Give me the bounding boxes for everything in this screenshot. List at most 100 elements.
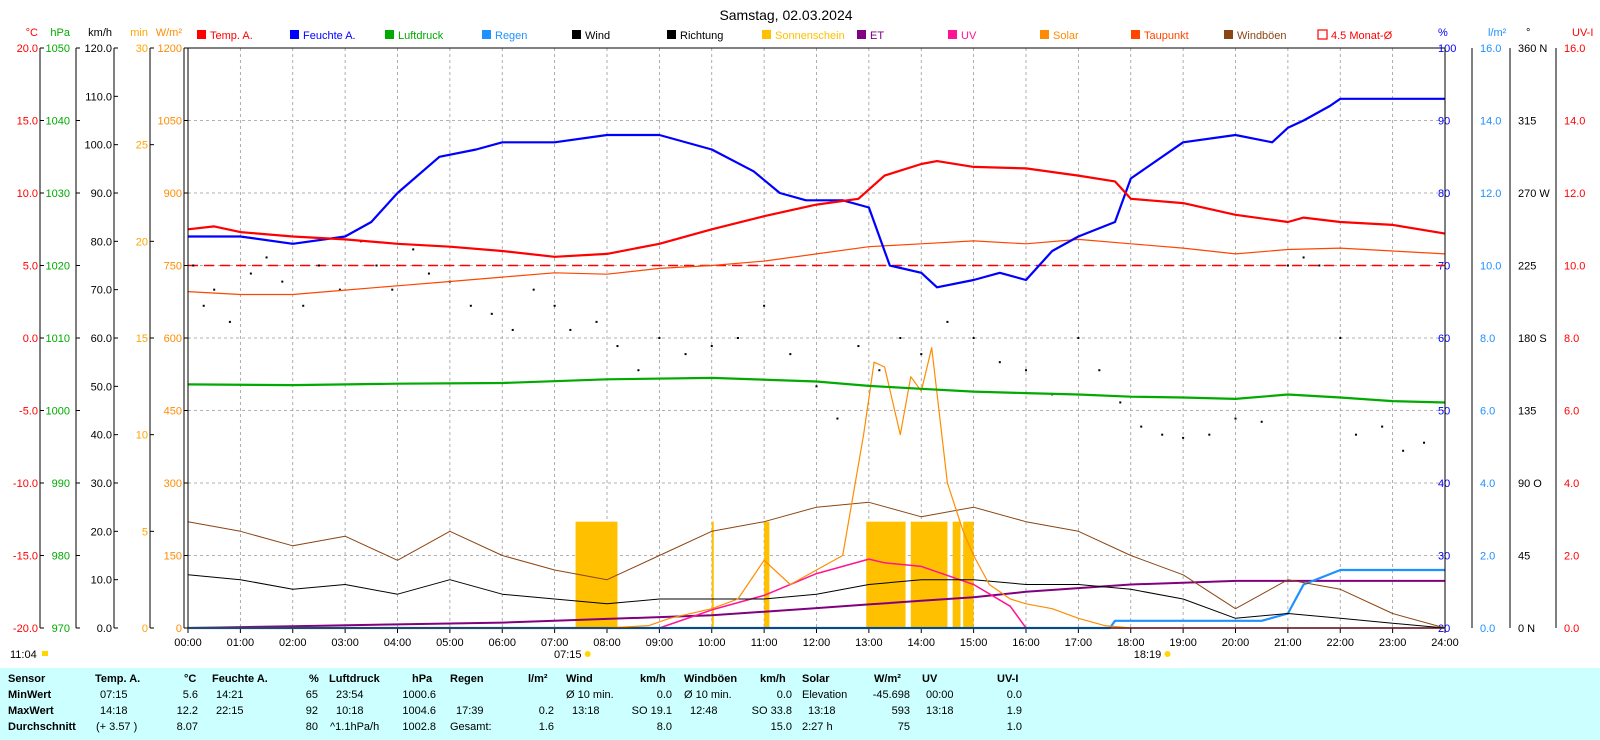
x-tick-label: 04:00 (384, 637, 412, 649)
legend-label: ET (870, 30, 884, 42)
rain-max-time: 17:39 (456, 705, 484, 717)
direction-point (1140, 425, 1143, 428)
right-axis-unit: UV-I (1572, 27, 1593, 39)
series-line-feuchte-a- (188, 97, 1445, 289)
direction-point (972, 337, 975, 339)
left-axis-tick: 900 (164, 188, 182, 200)
th-rain-unit: l/m² (528, 673, 548, 685)
series-line-et (187, 579, 1445, 629)
x-tick-label: 10:00 (698, 637, 726, 649)
right-axis-tick: 8.0 (1480, 333, 1495, 345)
rain-total-label: Gesamt: (450, 721, 492, 733)
left-axis-tick: 1050 (46, 43, 70, 55)
direction-point (736, 337, 739, 339)
left-axis-tick: 15.0 (17, 116, 38, 128)
th-uv-unit: UV-I (997, 673, 1019, 685)
legend-label: 4.5 Monat-Ø (1331, 30, 1393, 42)
legend-swatch (948, 30, 957, 39)
plot-frame (187, 47, 1446, 629)
x-tick-label: 22:00 (1326, 637, 1354, 649)
right-axis-tick: 30 (1438, 551, 1450, 563)
uv-avg: 1.0 (1006, 721, 1022, 733)
left-axis-tick: 0.0 (23, 333, 38, 345)
series-line-solar (188, 347, 1445, 629)
left-axis-tick: 20.0 (17, 43, 38, 55)
th-temp-unit: °C (184, 673, 197, 685)
right-axis-tick: 10.0 (1564, 261, 1585, 273)
left-axis-tick: 40.0 (91, 430, 112, 442)
sun-icon (584, 651, 591, 657)
press-min: 1000.6 (402, 689, 436, 701)
right-axis-unit: ° (1526, 27, 1530, 39)
direction-point (1025, 369, 1027, 372)
axes: 00:00 01:00 02:00 03:00 04:00 05:00 06:00 07:00… (10, 27, 1593, 661)
direction-point (1098, 369, 1101, 372)
direction-point (412, 248, 415, 251)
sunshine-block (952, 521, 961, 628)
right-axis-tick: 0.0 (1480, 623, 1495, 635)
direction-point (338, 288, 341, 291)
x-tick-label: 07:00 (541, 637, 569, 649)
solar-min-label: Elevation (802, 689, 848, 701)
uv-max: 1.9 (1006, 705, 1022, 717)
uv-min: 0.0 (1006, 689, 1022, 701)
direction-point (1354, 433, 1357, 436)
hum-avg: 80 (305, 721, 318, 733)
direction-point (1381, 425, 1384, 428)
press-avg-note: ^1.1hPa/h (330, 721, 380, 733)
left-axis-unit: km/h (88, 27, 112, 39)
x-tick-label: 09:00 (646, 637, 674, 649)
right-axis-tick: 80 (1438, 188, 1450, 200)
th-sensor: Sensor (8, 673, 46, 685)
now-marker (42, 651, 48, 656)
x-tick-label: 14:00 (907, 637, 935, 649)
left-axis-tick: 5 (142, 526, 148, 538)
x-tick-label: 21:00 (1274, 637, 1302, 649)
direction-point (637, 369, 640, 372)
uv-min-time: 00:00 (926, 689, 954, 701)
wind-avg: 8.0 (656, 721, 672, 733)
left-axis-tick: 60.0 (91, 333, 112, 345)
series-layer (187, 97, 1446, 630)
x-tick-label: 00:00 (174, 637, 202, 649)
right-axis-tick: 14.0 (1564, 116, 1585, 128)
direction-point (595, 320, 598, 323)
th-hum-unit: % (309, 673, 319, 685)
legend-label: Wind (585, 30, 610, 42)
th-solar: Solar (802, 673, 830, 685)
left-axis-tick: 750 (164, 261, 182, 273)
legend-label: Temp. A. (210, 30, 253, 42)
sunshine-block (963, 521, 974, 628)
x-tick-label: 08:00 (593, 637, 621, 649)
left-axis-unit: °C (26, 27, 38, 39)
legend-label: Taupunkt (1144, 30, 1189, 42)
direction-point (1119, 401, 1122, 404)
hum-min-time: 14:21 (216, 689, 244, 701)
left-axis-tick: 1020 (46, 261, 70, 273)
left-axis-tick: -10.0 (13, 478, 38, 490)
legend-swatch (290, 30, 299, 39)
left-axis-tick: 1000 (46, 406, 70, 418)
left-axis-tick: 50.0 (91, 381, 112, 393)
legend-swatch (197, 30, 206, 39)
direction-point (616, 345, 619, 348)
wind-max: SO 19.1 (631, 705, 672, 717)
left-axis-tick: 300 (164, 478, 182, 490)
x-tick-label: 18:00 (1117, 637, 1145, 649)
right-axis-tick: 90 O (1518, 478, 1542, 490)
weather-chart: Samstag, 02.03.2024 Temp. A. Feuchte A. Lu… (10, 7, 1594, 661)
left-axis-tick: 150 (164, 551, 182, 563)
press-min-time: 23:54 (336, 689, 364, 701)
right-axis-tick: 16.0 (1480, 43, 1501, 55)
direction-point (375, 264, 378, 267)
temp-max: 12.2 (176, 705, 198, 717)
left-axis-tick: 10.0 (91, 575, 112, 587)
sunshine-block (910, 521, 948, 628)
left-axis-tick: 30.0 (91, 478, 112, 490)
series-line-uv (188, 558, 1445, 629)
left-axis-tick: 70.0 (91, 285, 112, 297)
left-axis-tick: 25 (136, 140, 148, 152)
wind-min-label: Ø 10 min. (566, 689, 614, 701)
right-axis-tick: 14.0 (1480, 116, 1501, 128)
left-axis-tick: 20 (136, 236, 148, 248)
